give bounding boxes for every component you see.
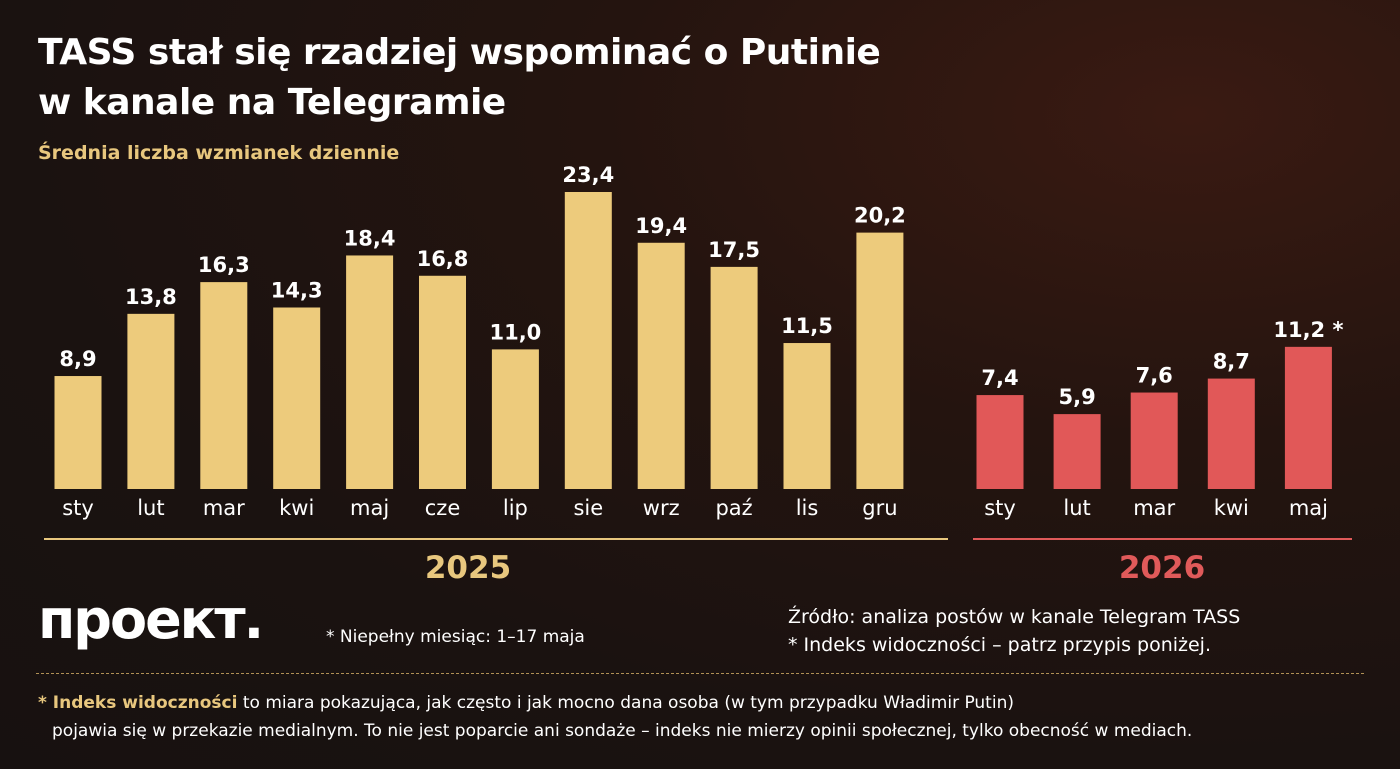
- bar-2025-wrz: [637, 242, 685, 489]
- month-label-2025-wrz: wrz: [643, 496, 680, 520]
- bar-chart: 8,9 sty 13,8 lut 16,3 mar 14,3 kwi 18,4 maj 16,8 cz…: [44, 163, 1352, 540]
- value-label-2025-mar: 16,3: [198, 253, 250, 277]
- month-label-2026-kwi: kwi: [1214, 496, 1249, 520]
- value-label-2025-lip: 11,0: [489, 320, 541, 344]
- source-note: Źródło: analiza postów w kanale Telegram…: [788, 603, 1240, 659]
- month-label-2025-sie: sie: [573, 496, 603, 520]
- month-label-2026-sty: sty: [984, 496, 1016, 520]
- source-line: Źródło: analiza postów w kanale Telegram…: [788, 606, 1241, 628]
- footnote-text: to miara pokazująca, jak często i jak mo…: [242, 693, 1014, 713]
- month-label-2026-mar: mar: [1133, 496, 1175, 520]
- value-label-2025-gru: 20,2: [854, 204, 906, 228]
- value-label-2025-maj: 18,4: [344, 226, 396, 250]
- index-reference-line: * Indeks widoczności – patrz przypis pon…: [788, 634, 1212, 656]
- year-label-2026: 2026: [1118, 550, 1206, 586]
- bar-2025-lip: [491, 349, 539, 489]
- bar-2025-lis: [783, 343, 831, 489]
- value-label-2025-paź: 17,5: [708, 238, 760, 262]
- title-line-1: TASS stał się rzadziej wspominać o Putin…: [38, 32, 881, 73]
- dashed-divider: [36, 673, 1364, 674]
- value-label-2026-lut: 5,9: [1058, 385, 1095, 409]
- bar-2026-maj: [1284, 346, 1332, 489]
- month-label-2025-gru: gru: [862, 496, 897, 520]
- bar-2025-sty: [54, 376, 102, 489]
- month-label-2025-lis: lis: [796, 496, 819, 520]
- month-label-2025-kwi: kwi: [279, 496, 314, 520]
- partial-month-note: * Niepełny miesiąc: 1–17 maja: [326, 627, 585, 647]
- bar-2025-maj: [346, 255, 394, 489]
- bar-2025-sie: [564, 192, 612, 489]
- bar-2025-paź: [710, 266, 758, 489]
- bar-2026-mar: [1130, 392, 1178, 489]
- chart-title: TASS stał się rzadziej wspominać o Putin…: [38, 28, 938, 128]
- month-label-2026-lut: lut: [1063, 496, 1090, 520]
- value-label-2026-sty: 7,4: [981, 366, 1018, 390]
- bar-2026-kwi: [1207, 378, 1255, 489]
- value-label-2026-mar: 7,6: [1136, 364, 1173, 388]
- bar-2025-gru: [856, 232, 904, 489]
- month-label-2025-lip: lip: [503, 496, 528, 520]
- bar-2025-lut: [127, 313, 175, 489]
- bar-2025-kwi: [273, 307, 321, 489]
- value-label-2025-lut: 13,8: [125, 285, 177, 309]
- bar-2026-lut: [1053, 414, 1101, 489]
- month-label-2025-sty: sty: [62, 496, 94, 520]
- bar-2026-sty: [976, 395, 1024, 489]
- month-label-2025-paź: paź: [715, 496, 752, 520]
- value-label-2025-kwi: 14,3: [271, 279, 323, 303]
- bar-2025-cze: [419, 275, 466, 489]
- month-label-2025-maj: maj: [350, 496, 389, 520]
- value-label-2026-kwi: 8,7: [1213, 350, 1250, 374]
- value-label-2025-sie: 23,4: [562, 163, 614, 187]
- month-label-2025-lut: lut: [137, 496, 164, 520]
- value-label-2026-maj: 11,2 *: [1273, 318, 1343, 342]
- value-label-2025-cze: 16,8: [417, 247, 469, 271]
- footnote-text-line-2: pojawia się w przekazie medialnym. To ni…: [52, 721, 1193, 741]
- bar-2025-mar: [200, 282, 248, 489]
- value-label-2025-wrz: 19,4: [635, 214, 687, 238]
- footnote: * Indeks widoczności to miara pokazująca…: [38, 689, 1338, 745]
- month-label-2025-cze: cze: [425, 496, 461, 520]
- proekt-logo: проект.: [38, 588, 264, 651]
- value-label-2025-lis: 11,5: [781, 314, 833, 338]
- month-label-2026-maj: maj: [1289, 496, 1328, 520]
- chart-subtitle: Średnia liczba wzmianek dziennie: [38, 142, 400, 164]
- year-label-2025: 2025: [424, 550, 512, 586]
- title-line-2: w kanale na Telegramie: [38, 82, 506, 123]
- footnote-key: * Indeks widoczności: [38, 693, 238, 713]
- month-label-2025-mar: mar: [203, 496, 245, 520]
- value-label-2025-sty: 8,9: [59, 347, 96, 371]
